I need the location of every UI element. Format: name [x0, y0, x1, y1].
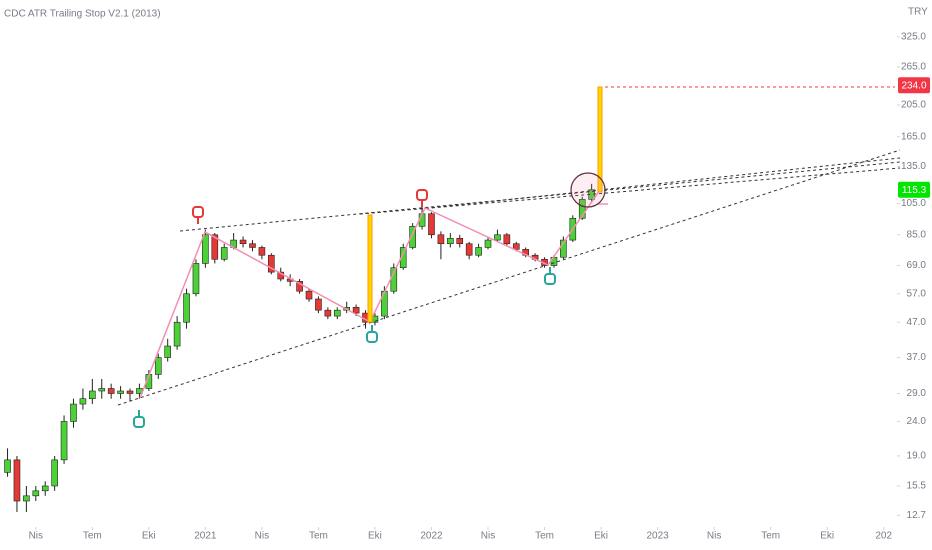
x-tick-label: 2022: [420, 531, 443, 542]
candle-body: [333, 309, 341, 317]
candle-body: [164, 345, 171, 358]
x-tick-label: Tem: [535, 531, 554, 542]
candle-body: [79, 398, 87, 405]
price-label-box: [898, 77, 930, 94]
candle-body: [560, 239, 567, 258]
y-tick-label: 12.7: [907, 510, 927, 521]
x-tick-label: Eki: [368, 531, 382, 542]
x-tick-label: Nis: [255, 531, 269, 542]
candle-body: [475, 247, 482, 256]
y-tick-label: 135.0: [901, 161, 926, 172]
candle-body: [70, 403, 77, 422]
candle-body: [324, 309, 332, 317]
y-tick-label: 85.0: [907, 229, 927, 240]
candle-body: [211, 234, 219, 260]
buy-icon: [133, 267, 556, 428]
y-tick-label: 325.0: [901, 31, 926, 42]
sell-icon: [192, 189, 428, 224]
y-tick-label: 37.0: [907, 352, 927, 363]
candle-body: [503, 234, 511, 245]
price-label: 234.0: [901, 80, 926, 91]
x-tick-label: Tem: [83, 531, 102, 542]
y-tick-label: 105.0: [901, 198, 926, 209]
candle-body: [173, 321, 181, 347]
x-tick-label: 2021: [194, 531, 217, 542]
candle-body: [409, 226, 416, 248]
y-tick-label: 29.0: [907, 388, 927, 399]
candle-body: [305, 290, 313, 300]
candle-body: [352, 307, 360, 314]
candle-body: [258, 247, 266, 256]
x-tick-label: Eki: [142, 531, 156, 542]
candle-body: [239, 239, 247, 245]
candle-body: [41, 485, 49, 492]
candle-body: [154, 357, 162, 375]
measure-bar: [367, 214, 373, 323]
y-tick-label: 47.0: [907, 317, 927, 328]
candle-body: [117, 390, 124, 394]
resistance-trendline: [359, 167, 901, 215]
candle-body: [465, 243, 473, 256]
x-tick-label: Eki: [594, 531, 608, 542]
x-tick-label: Eki: [820, 531, 834, 542]
candle-body: [437, 234, 445, 245]
candle-body: [89, 390, 96, 399]
y-tick-label: 205.0: [901, 99, 926, 110]
candle-body: [51, 459, 58, 487]
candles: [4, 183, 595, 512]
highlight-circle: [570, 172, 606, 208]
candle-body: [296, 281, 303, 292]
x-tick-label: Tem: [309, 531, 328, 542]
candle-body: [456, 237, 464, 245]
candle-body: [268, 254, 275, 273]
candle-body: [107, 388, 115, 394]
zigzag: [139, 189, 601, 399]
candle-body: [192, 263, 200, 295]
measure-bar: [597, 86, 603, 193]
y-tick-label: 69.0: [907, 260, 927, 271]
x-tick-label: Nis: [29, 531, 43, 542]
x-tick-label: Tem: [761, 531, 780, 542]
candle-body: [32, 490, 40, 497]
candle-body: [428, 213, 435, 236]
candle-body: [249, 243, 256, 248]
annotations: [117, 86, 901, 428]
candle-body: [4, 459, 11, 473]
candle-body: [315, 298, 322, 311]
candle-body: [60, 421, 68, 461]
candle-body: [13, 459, 21, 502]
candle-body: [202, 234, 209, 264]
currency-label: TRY: [908, 7, 928, 18]
candle-body: [98, 388, 106, 392]
candle-body: [578, 199, 586, 219]
y-tick-label: 19.0: [907, 451, 927, 462]
x-tick-label: 202: [875, 531, 892, 542]
x-tick-label: 2023: [646, 531, 669, 542]
price-label-box: [898, 181, 930, 198]
price-label: 115.3: [902, 185, 927, 196]
support-trendline: [117, 149, 901, 406]
candle-body: [126, 390, 134, 394]
y-tick-label: 165.0: [901, 132, 926, 143]
candle-body: [220, 247, 228, 260]
y-tick-label: 265.0: [901, 62, 926, 73]
y-tick-label: 57.0: [907, 288, 927, 299]
resistance-trendline: [419, 157, 901, 210]
y-tick-label: 15.5: [907, 481, 927, 492]
candle-body: [23, 495, 30, 502]
candle-body: [484, 239, 492, 248]
candle-body: [494, 234, 501, 241]
candle-body: [183, 293, 190, 323]
candle-body: [447, 237, 454, 245]
candle-body: [399, 247, 407, 269]
chart-title: CDC ATR Trailing Stop V2.1 (2013): [4, 9, 161, 20]
candle-body: [512, 243, 520, 250]
x-tick-label: Nis: [481, 531, 495, 542]
x-tick-label: Nis: [707, 531, 721, 542]
y-tick-label: 24.0: [907, 416, 927, 427]
